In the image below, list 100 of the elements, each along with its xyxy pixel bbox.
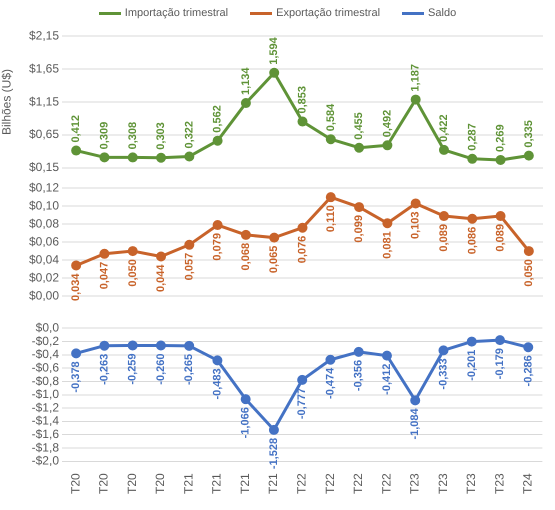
data-label: 1,134 — [240, 66, 252, 96]
data-label: -0,259 — [126, 353, 139, 385]
point — [410, 395, 420, 406]
data-label: 0,335 — [522, 120, 535, 148]
point — [184, 340, 194, 351]
y-tick-label: $1,65 — [28, 61, 60, 76]
data-label: 0,050 — [522, 259, 535, 287]
x-tick-label: T22 — [322, 473, 337, 494]
point — [156, 152, 166, 163]
data-label: 0,303 — [155, 122, 168, 150]
point — [99, 340, 110, 351]
data-label: -1,066 — [240, 407, 252, 438]
x-tick-label: T20 — [96, 473, 111, 494]
data-label: -0,265 — [183, 354, 196, 386]
point — [466, 336, 477, 347]
data-label: -0,356 — [352, 360, 365, 392]
data-label: 0,422 — [438, 114, 450, 142]
point — [524, 150, 534, 161]
data-label: -0,777 — [296, 388, 308, 420]
x-tick-label: T20 — [124, 473, 139, 494]
point — [354, 142, 364, 153]
point — [269, 232, 280, 243]
y-tick-label: -$1,8 — [32, 440, 60, 454]
point — [438, 345, 448, 356]
data-label: 0,086 — [466, 226, 478, 254]
point — [496, 154, 506, 165]
point — [156, 340, 166, 351]
legend-label: Saldo — [428, 7, 456, 19]
x-tick-label: T22 — [379, 473, 394, 494]
point — [128, 152, 138, 162]
data-label: 0,034 — [70, 272, 82, 301]
point — [268, 424, 279, 435]
y-tick-label: -$0,2 — [32, 334, 60, 348]
point — [156, 251, 166, 262]
x-tick-label: T24 — [520, 473, 535, 494]
data-label: 0,492 — [381, 110, 394, 138]
point — [354, 202, 364, 212]
data-label: 0,103 — [410, 211, 422, 240]
data-label: 0,081 — [381, 231, 394, 259]
point — [212, 136, 223, 146]
x-tick-label: T22 — [294, 473, 308, 494]
data-label: -0,474 — [324, 366, 336, 399]
y-tick-label: -$0,4 — [32, 347, 60, 362]
data-label: -0,201 — [466, 350, 478, 381]
y-axis-title: Bilhões (U$) — [0, 68, 14, 136]
y-tick-label: $0,12 — [28, 180, 60, 195]
data-label: 0,047 — [98, 262, 110, 290]
data-label: -0,179 — [494, 348, 506, 380]
legend-label: Exportação trimestral — [276, 7, 380, 19]
point — [212, 355, 222, 366]
data-label: 0,050 — [126, 259, 139, 287]
data-label: 0,412 — [70, 115, 82, 143]
x-tick-label: T20 — [68, 473, 82, 494]
y-tick-label: $2,15 — [28, 28, 60, 43]
y-tick-label: -$1,6 — [32, 427, 60, 442]
y-tick-label: -$2,0 — [32, 454, 60, 468]
point — [523, 342, 534, 352]
data-label: 0,068 — [240, 242, 252, 270]
point — [438, 211, 449, 222]
point — [184, 151, 194, 162]
data-label: 0,065 — [268, 246, 280, 274]
point — [269, 68, 280, 78]
x-tick-label: T21 — [210, 473, 224, 494]
data-label: -0,333 — [438, 358, 450, 390]
data-label: 0,079 — [212, 233, 224, 261]
point — [382, 140, 392, 150]
y-tick-label: $0,08 — [28, 216, 60, 230]
x-tick-label: T21 — [181, 473, 196, 494]
data-label: -0,378 — [70, 361, 82, 393]
point — [240, 230, 251, 240]
data-label: 0,089 — [438, 224, 450, 252]
point — [382, 350, 392, 361]
y-tick-label: -$1,2 — [32, 400, 60, 414]
point — [71, 260, 82, 270]
data-label: -1,084 — [409, 407, 422, 440]
y-tick-label: $0,04 — [28, 252, 60, 266]
y-tick-label: $0,10 — [28, 198, 60, 212]
point — [467, 214, 478, 224]
data-label: 0,455 — [353, 112, 366, 140]
point — [71, 348, 82, 358]
y-tick-label: -$0,8 — [32, 374, 60, 388]
data-label: 1,594 — [268, 36, 280, 65]
y-tick-label: $0,02 — [28, 270, 60, 284]
data-label: -0,263 — [98, 354, 110, 385]
x-tick-label: T22 — [351, 473, 366, 494]
point — [71, 146, 82, 156]
x-tick-label: T21 — [266, 473, 280, 494]
point — [354, 346, 364, 357]
point — [298, 116, 308, 127]
data-label: 0,287 — [466, 123, 478, 151]
y-tick-label: $0,15 — [28, 160, 60, 174]
point — [382, 218, 392, 228]
x-tick-label: T23 — [464, 473, 478, 494]
point — [212, 220, 223, 230]
y-tick-label: -$0,6 — [32, 360, 60, 374]
y-tick-label: $0,00 — [28, 288, 60, 302]
point — [494, 335, 505, 346]
x-tick-label: T23 — [436, 473, 450, 494]
x-tick-label: T23 — [492, 473, 506, 494]
point — [326, 134, 336, 144]
